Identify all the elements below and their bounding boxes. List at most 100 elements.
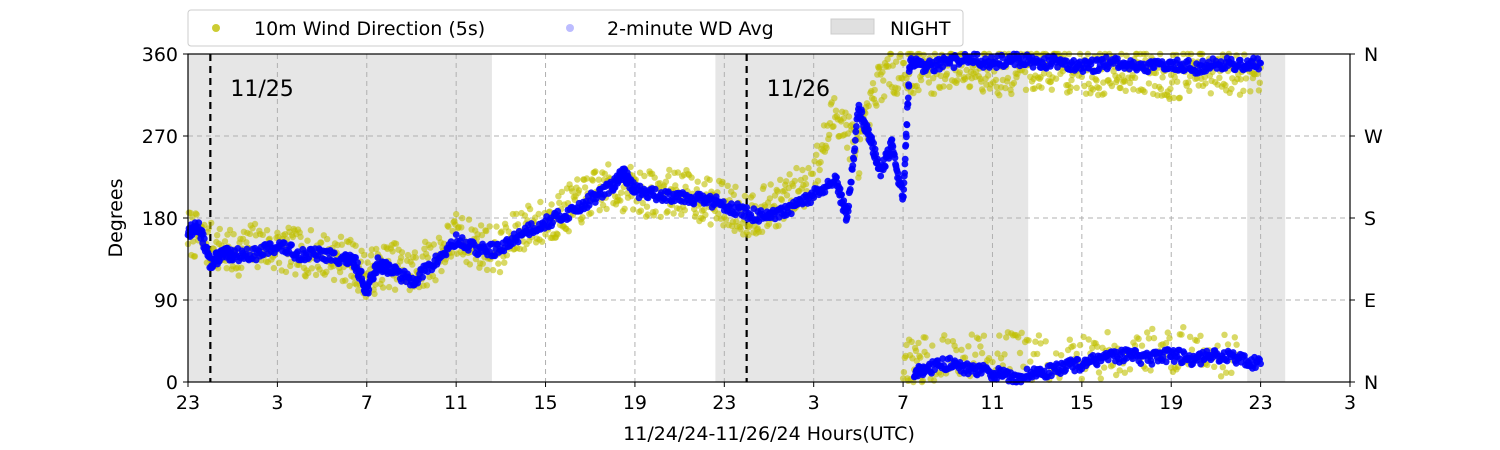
data-point <box>1078 375 1086 383</box>
data-point <box>758 228 766 235</box>
data-point <box>409 261 416 268</box>
data-point <box>903 121 911 129</box>
data-point <box>832 107 840 114</box>
data-point <box>596 207 603 214</box>
x-tick-label: 19 <box>623 392 647 414</box>
data-point <box>452 231 460 239</box>
data-point <box>365 286 373 294</box>
data-point <box>760 183 767 190</box>
data-point <box>850 155 858 163</box>
data-point <box>1034 350 1041 358</box>
data-point <box>486 223 493 230</box>
data-point <box>1114 55 1121 62</box>
data-point <box>246 230 254 238</box>
data-point <box>941 332 948 339</box>
data-point <box>305 269 312 277</box>
data-points-layer <box>184 50 1265 386</box>
data-point <box>651 185 659 193</box>
data-point <box>1178 331 1185 338</box>
data-point <box>565 215 573 222</box>
data-point <box>346 282 353 290</box>
data-point <box>840 115 847 122</box>
data-point <box>639 199 646 207</box>
data-point <box>1027 358 1034 365</box>
data-point <box>900 59 908 67</box>
data-point <box>367 252 375 259</box>
data-point <box>595 176 602 183</box>
data-point <box>923 352 931 359</box>
data-point <box>297 233 304 241</box>
data-point <box>1080 333 1087 341</box>
data-point <box>398 249 406 256</box>
data-point <box>1211 363 1218 370</box>
data-point <box>851 145 859 153</box>
data-point <box>391 286 399 293</box>
data-point <box>1025 337 1032 344</box>
data-point <box>556 199 563 206</box>
data-point <box>644 194 652 202</box>
legend: 10m Wind Direction (5s) 2-minute WD Avg … <box>187 9 964 47</box>
data-point <box>968 331 975 338</box>
legend-label-wind-direction: 10m Wind Direction (5s) <box>254 18 485 40</box>
data-point <box>858 108 866 116</box>
data-point <box>953 346 960 354</box>
data-point <box>1058 352 1065 359</box>
data-point <box>318 239 325 246</box>
data-point <box>853 123 860 130</box>
data-point <box>1066 336 1074 343</box>
data-point <box>458 234 466 241</box>
data-point <box>1185 79 1192 86</box>
data-point <box>830 123 837 130</box>
data-point <box>915 339 922 347</box>
data-point <box>379 284 387 291</box>
x-tick-label: 11 <box>444 392 468 414</box>
data-point <box>836 185 844 193</box>
data-point <box>1173 56 1181 64</box>
data-point <box>737 226 744 233</box>
day-marker-label: 11/26 <box>767 77 830 102</box>
data-point <box>459 214 466 222</box>
data-point <box>956 69 963 76</box>
data-point <box>1048 86 1056 93</box>
data-point <box>342 277 349 284</box>
data-point <box>578 219 585 226</box>
data-point <box>603 205 610 213</box>
data-point <box>1141 88 1148 96</box>
data-point <box>1093 77 1100 84</box>
data-point <box>930 377 938 384</box>
data-point <box>777 176 784 183</box>
data-point <box>478 231 486 239</box>
data-point <box>904 100 912 108</box>
data-point <box>1101 90 1108 97</box>
data-point <box>281 239 288 247</box>
data-point <box>826 131 833 139</box>
data-point <box>1073 350 1080 358</box>
data-point <box>874 155 882 163</box>
data-point <box>944 338 951 345</box>
data-point <box>1176 94 1184 102</box>
data-point <box>844 207 852 215</box>
data-point <box>900 369 908 376</box>
y-axis-label: Degrees <box>105 178 127 257</box>
data-point <box>879 68 886 76</box>
data-point <box>483 266 491 274</box>
data-point <box>565 228 572 235</box>
data-point <box>330 276 338 284</box>
data-point <box>501 259 508 266</box>
y-tick-label: 180 <box>142 208 178 230</box>
data-point <box>1170 94 1178 102</box>
data-point <box>592 168 599 175</box>
data-point <box>651 174 658 181</box>
data-point <box>720 222 727 229</box>
data-point <box>579 214 586 221</box>
data-point <box>392 240 400 247</box>
right-y-tick-label: E <box>1364 290 1376 312</box>
legend-label-wd-avg: 2-minute WD Avg <box>607 18 774 40</box>
data-point <box>538 238 546 245</box>
data-point <box>901 155 909 163</box>
series-wd-2min-avg <box>184 50 1265 386</box>
data-point <box>1042 338 1049 345</box>
data-point <box>665 172 672 180</box>
data-point <box>745 231 752 239</box>
